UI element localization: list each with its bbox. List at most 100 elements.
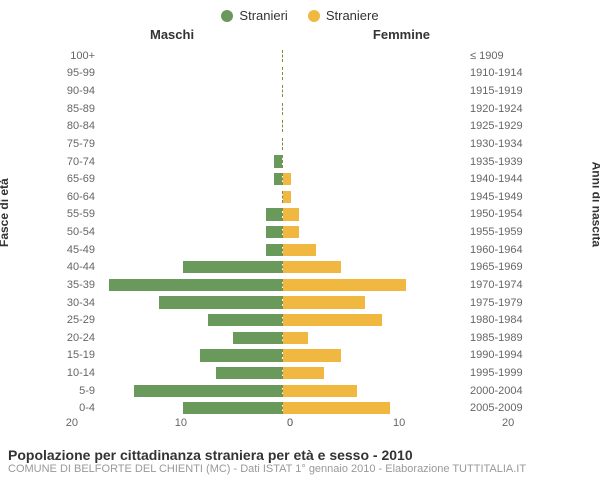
age-label: 60-64 <box>50 191 101 203</box>
footer-subtitle: COMUNE DI BELFORTE DEL CHIENTI (MC) - Da… <box>8 463 592 475</box>
chart-row: 50-541955-1959 <box>50 223 530 241</box>
bar-pair <box>101 349 464 361</box>
birth-year-label: 1965-1969 <box>464 261 530 273</box>
age-label: 90-94 <box>50 85 101 97</box>
birth-year-label: ≤ 1909 <box>464 50 530 62</box>
header-male: Maschi <box>150 27 194 42</box>
birth-year-label: 1975-1979 <box>464 297 530 309</box>
chart-row: 0-4 2005-2009 <box>50 400 530 418</box>
age-label: 75-79 <box>50 138 101 150</box>
bar-pair <box>101 67 464 79</box>
age-label: 45-49 <box>50 244 101 256</box>
bar-female <box>283 208 299 220</box>
birth-year-label: 1955-1959 <box>464 226 530 238</box>
birth-year-label: 1960-1964 <box>464 244 530 256</box>
age-label: 80-84 <box>50 120 101 132</box>
bar-male <box>134 385 282 397</box>
chart-row: 25-29 1980-1984 <box>50 311 530 329</box>
birth-year-label: 2005-2009 <box>464 402 530 414</box>
chart-row: 10-14 1995-1999 <box>50 364 530 382</box>
bar-male <box>266 208 282 220</box>
birth-year-label: 1950-1954 <box>464 208 530 220</box>
bar-pair <box>101 120 464 132</box>
chart-row: 55-59 1950-1954 <box>50 206 530 224</box>
bar-female <box>283 244 316 256</box>
bar-male <box>109 279 282 291</box>
bar-female <box>283 314 382 326</box>
birth-year-label: 1925-1929 <box>464 120 530 132</box>
age-label: 85-89 <box>50 103 101 115</box>
bar-male <box>274 155 282 167</box>
chart-row: 90-94 1915-1919 <box>50 82 530 100</box>
bar-pair <box>101 385 464 397</box>
age-label: 5-9 <box>50 385 101 397</box>
bar-female <box>283 173 291 185</box>
legend-swatch-female <box>308 10 320 22</box>
bar-female <box>283 279 406 291</box>
age-label: 25-29 <box>50 314 101 326</box>
bar-pair <box>101 296 464 308</box>
footer-title: Popolazione per cittadinanza straniera p… <box>8 447 592 463</box>
bar-pair <box>101 208 464 220</box>
bar-male <box>266 226 282 238</box>
chart-row: 70-741935-1939 <box>50 153 530 171</box>
chart-row: 75-79 1930-1934 <box>50 135 530 153</box>
age-label: 15-19 <box>50 349 101 361</box>
age-label: 65-69 <box>50 173 101 185</box>
birth-year-label: 1915-1919 <box>464 85 530 97</box>
column-headers: Maschi Femmine <box>0 27 600 47</box>
birth-year-label: 1930-1934 <box>464 138 530 150</box>
chart-row: 100+ ≤ 1909 <box>50 47 530 65</box>
age-label: 0-4 <box>50 402 101 414</box>
bar-male <box>183 261 282 273</box>
bar-pair <box>101 226 464 238</box>
birth-year-label: 1990-1994 <box>464 349 530 361</box>
bar-pair <box>101 279 464 291</box>
age-label: 20-24 <box>50 332 101 344</box>
bar-female <box>283 226 299 238</box>
birth-year-label: 1970-1974 <box>464 279 530 291</box>
header-female: Femmine <box>373 27 430 42</box>
x-axis: 1020 010200 <box>50 417 530 437</box>
bar-male <box>208 314 282 326</box>
age-label: 35-39 <box>50 279 101 291</box>
bar-male <box>159 296 282 308</box>
age-label: 10-14 <box>50 367 101 379</box>
birth-year-label: 1920-1924 <box>464 103 530 115</box>
birth-year-label: 1980-1984 <box>464 314 530 326</box>
chart-row: 35-39 1970-1974 <box>50 276 530 294</box>
bar-pair <box>101 173 464 185</box>
bar-female <box>283 191 291 203</box>
chart-legend: Stranieri Straniere <box>0 0 600 27</box>
x-tick: 10 <box>393 417 405 429</box>
chart-row: 20-241985-1989 <box>50 329 530 347</box>
age-label: 95-99 <box>50 67 101 79</box>
legend-label-male: Stranieri <box>239 8 287 23</box>
age-label: 55-59 <box>50 208 101 220</box>
bar-pair <box>101 138 464 150</box>
chart-rows: 100+ ≤ 1909 95-991910-1914 90-94 1915-1919 85… <box>50 47 530 417</box>
age-label: 100+ <box>50 50 101 62</box>
bar-pair <box>101 50 464 62</box>
chart-row: 15-19 1990-1994 <box>50 347 530 365</box>
y-axis-right-title: Anni di nascita <box>589 162 600 247</box>
birth-year-label: 1945-1949 <box>464 191 530 203</box>
bar-male <box>266 244 282 256</box>
bar-female <box>283 385 357 397</box>
age-label: 70-74 <box>50 156 101 168</box>
bar-female <box>283 261 341 273</box>
bar-female <box>283 349 341 361</box>
bar-pair <box>101 103 464 115</box>
age-label: 40-44 <box>50 261 101 273</box>
bar-male <box>274 173 282 185</box>
chart-row: 30-341975-1979 <box>50 294 530 312</box>
chart-row: 40-44 1965-1969 <box>50 259 530 277</box>
bar-female <box>283 402 390 414</box>
birth-year-label: 1995-1999 <box>464 367 530 379</box>
birth-year-label: 2000-2004 <box>464 385 530 397</box>
bar-pair <box>101 367 464 379</box>
bar-pair <box>101 314 464 326</box>
x-tick: 10 <box>175 417 187 429</box>
bar-male <box>183 402 282 414</box>
chart-row: 95-991910-1914 <box>50 65 530 83</box>
